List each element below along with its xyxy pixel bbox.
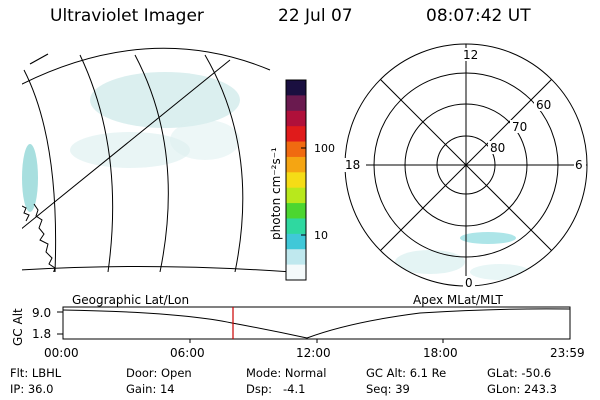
altitude-xtick-2: 12:00 <box>296 346 331 360</box>
color-bar-segment <box>286 264 306 281</box>
mlt-label-12: 12 <box>463 48 478 62</box>
mlat-label-80: 80 <box>490 141 505 155</box>
info-ip: IP: 36.0 <box>10 382 54 396</box>
color-bar-segment <box>286 80 306 96</box>
longitude-lines <box>22 54 244 272</box>
altitude-plot: 9.0 1.8 GC Alt 00:00 06:00 12:00 18:00 2… <box>11 306 585 360</box>
altitude-ytick-1-8: 1.8 <box>32 327 51 341</box>
color-bar-segment <box>286 156 306 173</box>
app-title: Ultraviolet Imager <box>50 6 204 26</box>
info-glon: GLon: 243.3 <box>487 382 557 396</box>
polar-panel-label: Apex MLat/MLT <box>413 293 503 307</box>
altitude-xtick-4: 23:59 <box>550 346 585 360</box>
mlat-label-60: 60 <box>536 98 551 112</box>
aurora-bright-edge <box>22 144 38 212</box>
info-door: Door: Open <box>126 366 192 380</box>
mlt-label-0: 0 <box>465 276 473 290</box>
coastline <box>33 203 56 272</box>
altitude-xtick-1: 06:00 <box>170 346 205 360</box>
altitude-curve <box>62 308 571 339</box>
mlt-label-6: 6 <box>575 158 583 172</box>
color-bar-segment <box>286 172 306 189</box>
info-gc-alt: GC Alt: 6.1 Re <box>366 366 447 380</box>
info-glat: GLat: -50.6 <box>487 366 552 380</box>
color-bar-segment <box>286 249 306 266</box>
color-bar-segment <box>286 95 306 112</box>
image-time: 08:07:42 UT <box>426 6 531 26</box>
image-date: 22 Jul 07 <box>278 6 353 26</box>
altitude-xtick-3: 18:00 <box>423 346 458 360</box>
color-bar-segment <box>286 110 306 127</box>
color-bar-tick-100: 100 <box>314 142 335 155</box>
color-bar-segment <box>286 141 306 158</box>
color-bar <box>286 80 306 281</box>
color-bar-segment <box>286 126 306 143</box>
info-seq: Seq: 39 <box>366 382 410 396</box>
latitude-lines <box>22 47 292 272</box>
altitude-xtick-0: 00:00 <box>44 346 79 360</box>
mlt-label-18: 18 <box>345 158 360 172</box>
color-bar-segment <box>286 233 306 250</box>
info-gain: Gain: 14 <box>126 382 175 396</box>
geo-panel-label: Geographic Lat/Lon <box>72 293 189 307</box>
color-bar-segment <box>286 203 306 219</box>
mlat-label-70: 70 <box>512 120 527 134</box>
geographic-map <box>22 47 292 272</box>
altitude-ytick-9: 9.0 <box>32 306 51 320</box>
color-bar-segment <box>286 187 306 204</box>
color-bar-tick-10: 10 <box>314 229 328 242</box>
color-bar-segment <box>286 218 306 235</box>
altitude-ylabel: GC Alt <box>11 308 25 346</box>
aurora-emission-polar <box>460 232 516 244</box>
color-bar-unit-label: photon cm⁻²s⁻¹ <box>269 147 283 240</box>
info-dsp: Dsp: -4.1 <box>246 382 306 396</box>
aurora-emission-geo <box>70 72 240 168</box>
color-bar-frame <box>285 79 307 281</box>
polar-plot: 12 18 6 0 60 70 80 <box>344 43 588 290</box>
info-mode: Mode: Normal <box>246 366 327 380</box>
info-filter: Flt: LBHL <box>10 366 62 380</box>
